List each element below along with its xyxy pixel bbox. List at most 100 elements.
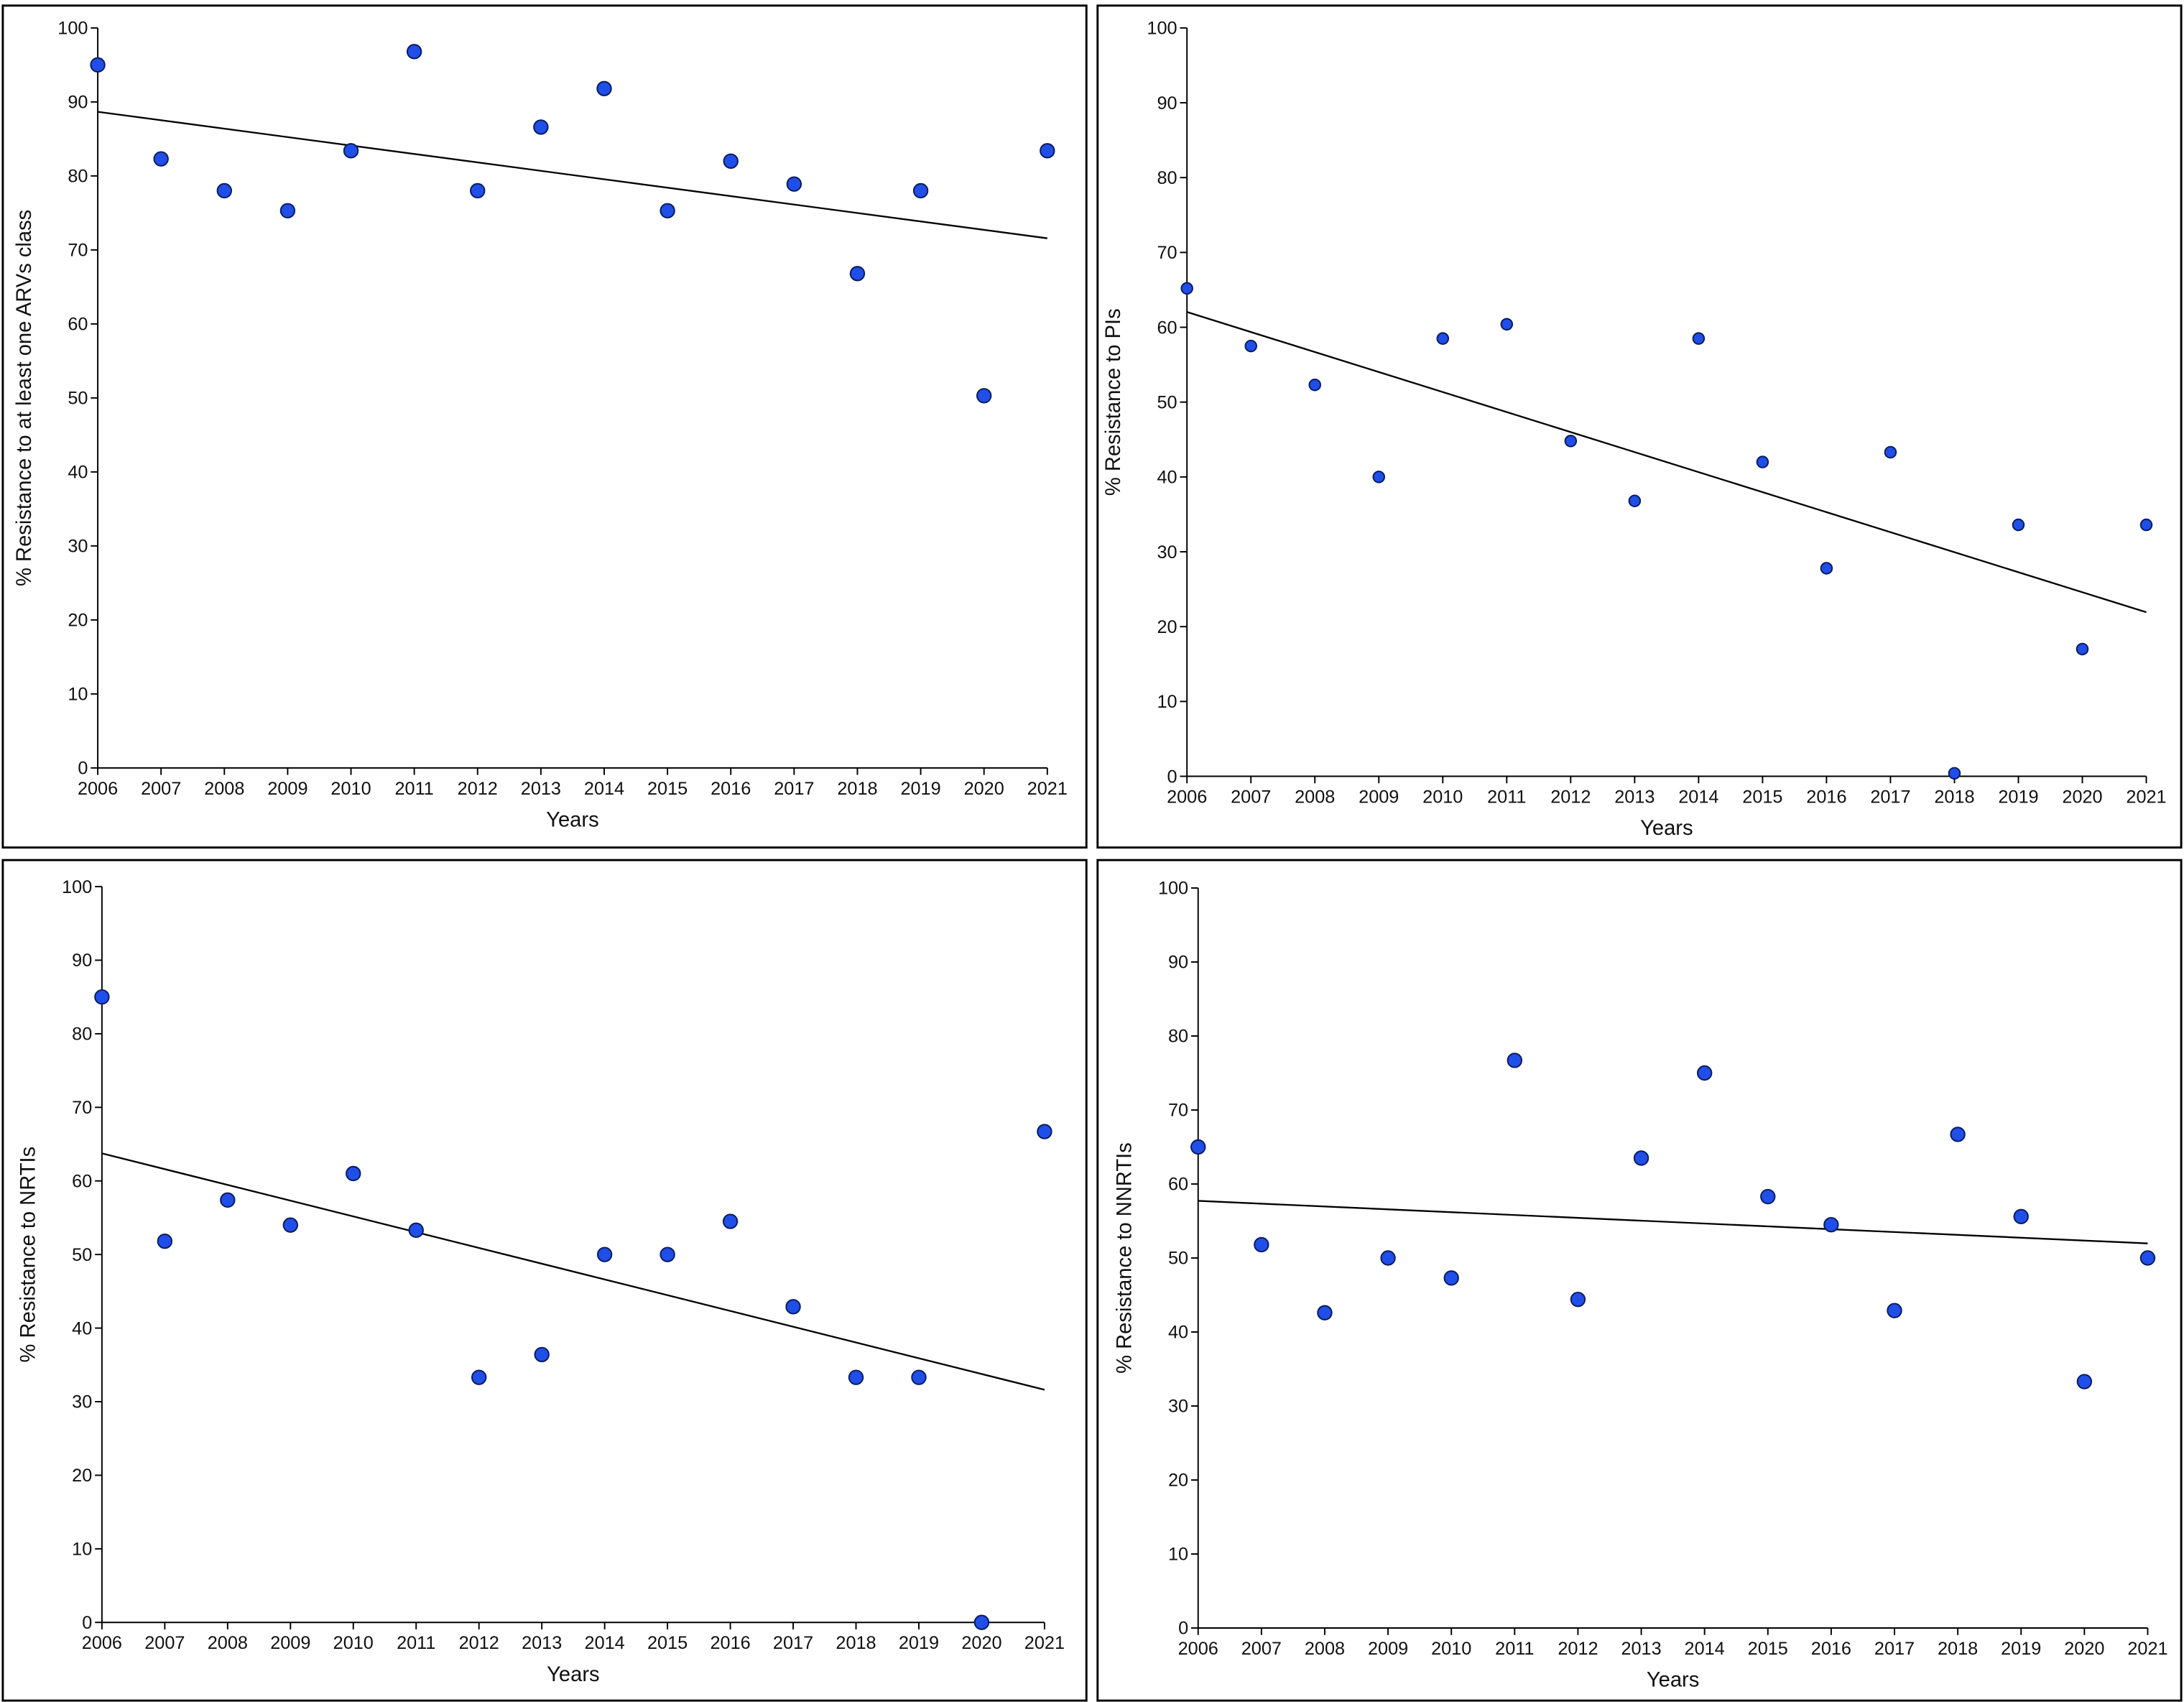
y-tick-label: 10 <box>72 1540 92 1560</box>
y-tick-label: 20 <box>1168 1471 1188 1491</box>
y-tick-label: 100 <box>62 877 92 897</box>
y-tick-label: 40 <box>1157 468 1177 488</box>
x-tick-label: 2015 <box>1742 787 1782 807</box>
x-tick-label: 2014 <box>584 779 624 799</box>
x-tick-label: 2011 <box>394 779 433 799</box>
data-point <box>786 176 802 192</box>
x-tick-label: 2018 <box>1938 1639 1978 1659</box>
x-tick-label: 2010 <box>330 779 371 799</box>
panel-frame <box>1096 4 2183 849</box>
data-point <box>343 143 359 159</box>
x-tick-label: 2012 <box>458 779 498 799</box>
data-point <box>153 151 169 167</box>
x-tick-label: 2013 <box>522 1633 562 1653</box>
data-point <box>1756 455 1769 468</box>
y-axis-label: % Resistance to NNRTIs <box>1113 1142 1136 1374</box>
y-tick-label: 100 <box>1147 19 1177 39</box>
y-tick-label: 10 <box>68 685 88 705</box>
trend-line <box>1186 311 2147 614</box>
data-point <box>1564 435 1578 448</box>
data-point <box>976 388 992 404</box>
x-tick-label: 2012 <box>1550 787 1591 807</box>
y-tick-label: 20 <box>1157 617 1177 637</box>
panel-frame <box>1 859 1088 1702</box>
x-tick-label: 2016 <box>1806 787 1846 807</box>
data-point <box>1628 494 1642 507</box>
x-tick-label: 2019 <box>900 779 940 799</box>
data-point <box>1317 1305 1333 1321</box>
y-axis-label: % Resistance to PIs <box>1102 308 1125 496</box>
x-tick-label: 2018 <box>837 779 877 799</box>
y-tick-label: 0 <box>82 1613 92 1633</box>
y-tick-label: 100 <box>1158 879 1188 899</box>
y-tick-label: 50 <box>72 1245 92 1265</box>
data-point <box>1443 1270 1459 1286</box>
y-tick-label: 90 <box>1168 953 1188 973</box>
x-tick-label: 2010 <box>1422 787 1463 807</box>
y-tick-label: 10 <box>1157 692 1177 712</box>
data-point <box>1570 1291 1586 1308</box>
data-point <box>1436 332 1450 345</box>
y-tick-label: 90 <box>72 951 92 971</box>
data-point <box>2076 642 2089 656</box>
x-tick-label: 2015 <box>647 779 688 799</box>
data-point <box>90 57 106 73</box>
data-point <box>2139 518 2153 532</box>
panel-frame <box>1096 859 2183 1702</box>
data-point <box>849 266 866 282</box>
y-tick-label: 80 <box>72 1025 92 1045</box>
data-point <box>1633 1150 1649 1166</box>
x-tick-label: 2006 <box>78 779 118 799</box>
trend-line <box>1198 1200 2148 1244</box>
y-tick-label: 40 <box>1168 1323 1188 1343</box>
x-tick-label: 2021 <box>1024 1633 1065 1653</box>
data-point <box>1190 1139 1206 1155</box>
x-tick-label: 2008 <box>1295 787 1335 807</box>
chart-panel: 0 10 20 30 40 50 60 70 80 90 100 2006 2007 2008 2009 20… <box>1 859 1088 1702</box>
y-tick-label: 70 <box>68 241 88 261</box>
y-tick-label: 50 <box>1168 1249 1188 1269</box>
trend-line <box>101 1152 1045 1391</box>
data-point <box>1823 1216 1839 1233</box>
x-tick-label: 2010 <box>1431 1639 1471 1659</box>
x-tick-label: 2017 <box>773 1633 813 1653</box>
y-tick-label: 30 <box>68 537 88 557</box>
data-point <box>723 153 739 169</box>
x-tick-label: 2020 <box>2064 1639 2104 1659</box>
data-point <box>1308 378 1321 392</box>
y-tick-label: 90 <box>1157 93 1177 114</box>
x-tick-label: 2009 <box>267 779 307 799</box>
data-point <box>157 1234 173 1249</box>
x-tick-label: 2008 <box>208 1633 248 1653</box>
x-tick-label: 2009 <box>270 1633 310 1653</box>
x-tick-label: 2017 <box>1870 787 1910 807</box>
data-point <box>408 1222 424 1239</box>
x-tick-label: 2011 <box>1487 787 1526 807</box>
data-point <box>1500 318 1514 331</box>
x-tick-label: 2018 <box>836 1633 876 1653</box>
x-tick-label: 2007 <box>144 1633 185 1653</box>
data-point <box>534 1346 550 1363</box>
y-tick-label: 60 <box>72 1171 92 1191</box>
x-tick-label: 2015 <box>1748 1639 1788 1659</box>
data-point <box>1180 282 1193 295</box>
y-tick-label: 80 <box>1157 168 1177 188</box>
data-point <box>973 1614 990 1630</box>
x-tick-label: 2007 <box>1241 1639 1282 1659</box>
x-tick-label: 2017 <box>774 779 814 799</box>
data-point <box>1380 1250 1396 1266</box>
x-tick-label: 2013 <box>1614 787 1655 807</box>
x-tick-label: 2021 <box>1027 779 1068 799</box>
x-tick-label: 2019 <box>1998 787 2038 807</box>
data-point <box>660 1247 675 1262</box>
y-tick-label: 80 <box>1168 1027 1188 1047</box>
x-tick-label: 2016 <box>711 779 751 799</box>
x-tick-label: 2006 <box>1178 1639 1218 1659</box>
x-tick-label: 2020 <box>961 1633 1001 1653</box>
data-point <box>220 1192 236 1208</box>
x-tick-label: 2017 <box>1874 1639 1915 1659</box>
y-tick-label: 100 <box>57 19 88 39</box>
x-tick-label: 2014 <box>1685 1639 1725 1659</box>
y-tick-label: 60 <box>68 315 88 335</box>
